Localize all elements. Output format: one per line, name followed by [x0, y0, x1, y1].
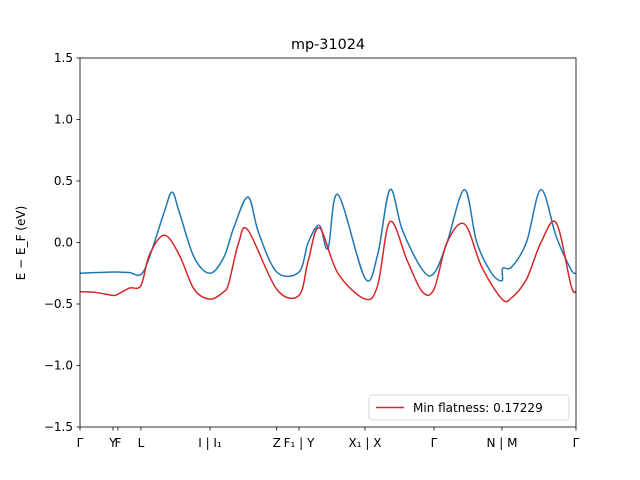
chart-title: mp-31024 — [291, 37, 365, 53]
x-tick-label: Γ — [77, 436, 84, 450]
legend-box — [368, 394, 570, 421]
y-tick-label: −1.0 — [44, 359, 73, 373]
x-tick-label: L — [138, 436, 145, 450]
y-tick-layer: −1.5 −1.0 −0.5 0.0 0.5 1.0 1.5 — [44, 51, 80, 434]
y-axis-label: E − E_F (eV) — [14, 206, 28, 281]
y-tick-label: 0.0 — [54, 236, 73, 250]
x-tick-label: Y — [108, 436, 117, 450]
legend: Min flatness: 0.17229 — [368, 394, 570, 421]
y-tick-label: 1.0 — [54, 113, 73, 127]
y-tick-label: −1.5 — [44, 420, 73, 434]
series-line-1 — [79, 220, 577, 303]
x-tick-label: Γ — [431, 436, 438, 450]
x-tick-label: Γ — [573, 436, 580, 450]
series-line-0 — [79, 188, 577, 282]
x-tick-label: I | I₁ — [198, 436, 222, 450]
plot-frame — [79, 57, 577, 428]
legend-label: Min flatness: 0.17229 — [413, 401, 543, 415]
x-tick-label: F₁ | Y — [284, 436, 315, 450]
y-tick-label: −0.5 — [44, 297, 73, 311]
x-tick-label: X₁ | X — [349, 436, 382, 450]
series-layer — [79, 188, 577, 303]
x-tick-label: Z — [273, 436, 281, 450]
x-tick-layer: Γ YF L I | I₁ Z F₁ | Y X₁ | X Γ N | M Γ — [77, 427, 580, 450]
y-tick-label: 0.5 — [54, 174, 73, 188]
x-tick-label: N | M — [486, 436, 517, 450]
y-tick-label: 1.5 — [54, 51, 73, 65]
x-tick-label: F — [114, 436, 121, 450]
